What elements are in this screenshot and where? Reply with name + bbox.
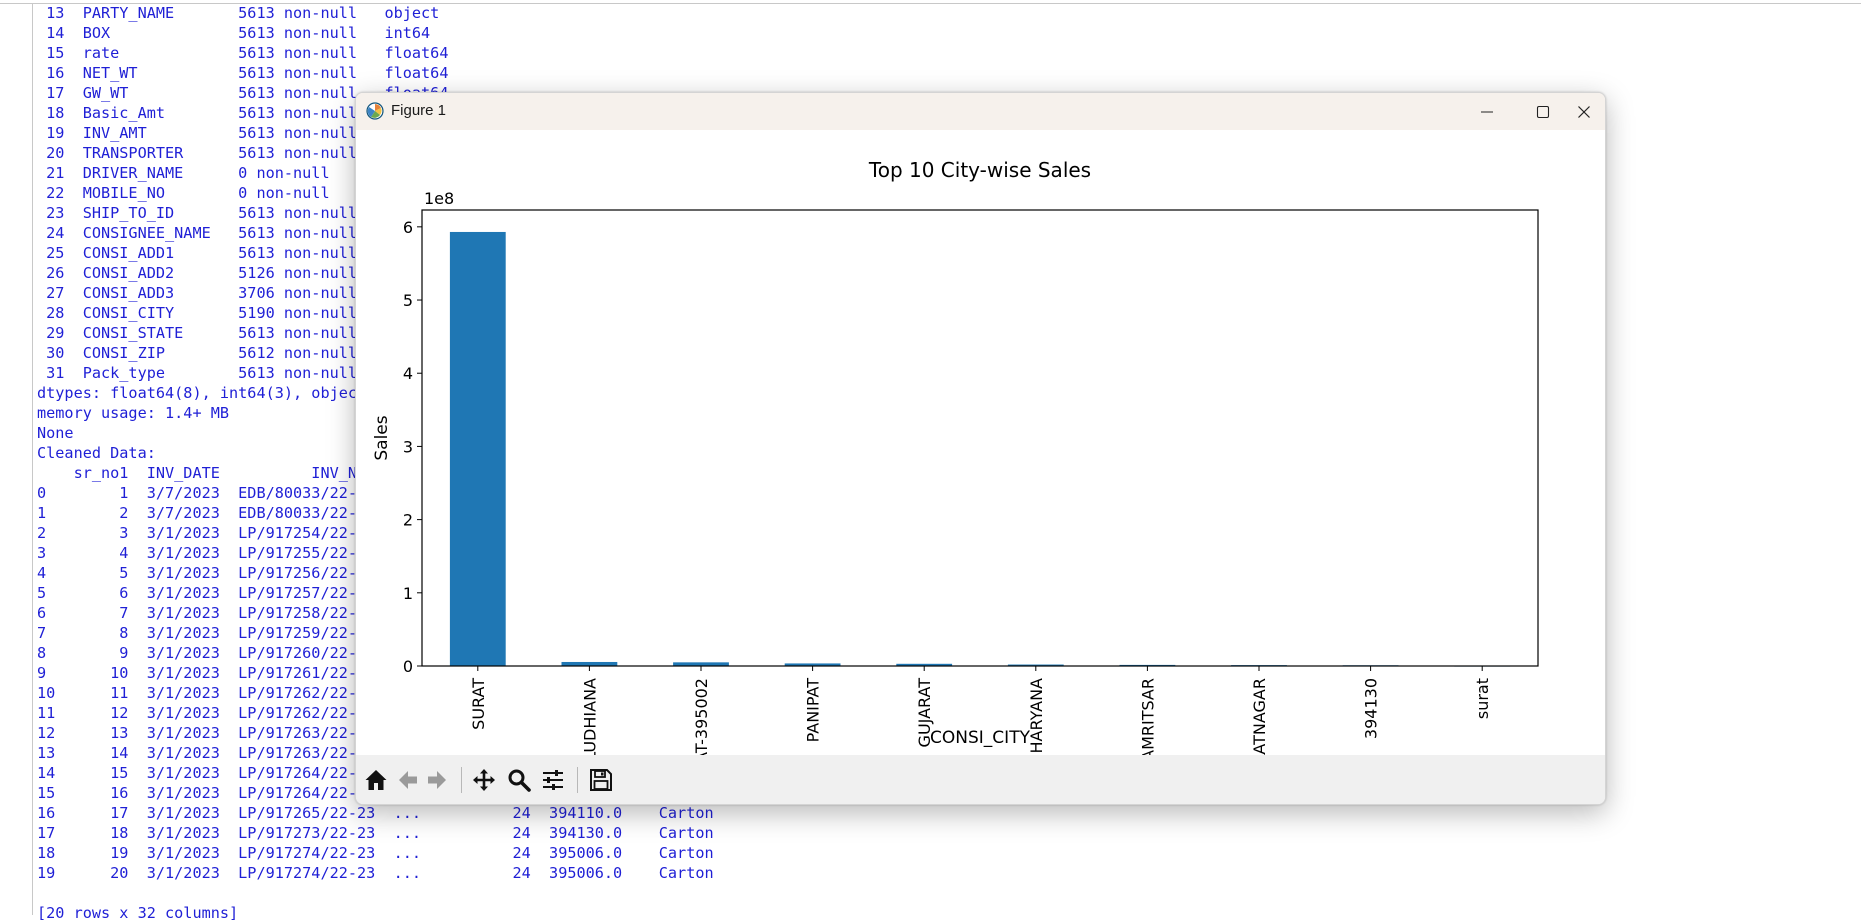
y-tick-label: 2 bbox=[403, 511, 413, 530]
minimize-icon bbox=[1481, 111, 1493, 113]
y-tick-label: 5 bbox=[403, 291, 413, 310]
console-line: 19 20 3/1/2023 LP/917274/22-23 ... 24 39… bbox=[37, 864, 714, 882]
console-line: memory usage: 1.4+ MB bbox=[37, 404, 230, 422]
bar-chart: Top 10 City-wise Sales 1e8 SURAT LUDHIANA SU… bbox=[372, 158, 1539, 755]
x-tick-label: SURAT bbox=[469, 678, 488, 730]
console-line: Cleaned Data: bbox=[37, 444, 156, 462]
maximize-icon bbox=[1536, 105, 1550, 119]
console-top-border bbox=[0, 3, 1861, 4]
chart-title: Top 10 City-wise Sales bbox=[868, 158, 1091, 182]
bar-panipat bbox=[784, 663, 841, 666]
axes-frame bbox=[421, 209, 1539, 667]
console-line: None bbox=[37, 424, 74, 442]
home-icon bbox=[365, 770, 387, 790]
x-tick-label: 394130 bbox=[1362, 678, 1381, 739]
forward-button[interactable] bbox=[422, 765, 452, 795]
save-icon bbox=[590, 769, 612, 791]
x-tick-label: PANIPAT bbox=[804, 678, 823, 743]
y-tick-label: 6 bbox=[403, 218, 413, 237]
zoom-button[interactable] bbox=[504, 765, 534, 795]
x-tick-label: HARYANA bbox=[1027, 678, 1046, 754]
x-tick-label: surat bbox=[1473, 678, 1492, 719]
save-button[interactable] bbox=[586, 765, 616, 795]
y-tick-label: 3 bbox=[403, 437, 413, 456]
console-left-border bbox=[32, 3, 33, 915]
console-line: 17 18 3/1/2023 LP/917273/22-23 ... 24 39… bbox=[37, 824, 714, 842]
console-line: [20 rows x 32 columns] bbox=[37, 904, 239, 922]
close-icon bbox=[1578, 106, 1590, 118]
back-button[interactable] bbox=[393, 765, 423, 795]
back-arrow-icon bbox=[399, 771, 417, 789]
minimize-button[interactable] bbox=[1459, 93, 1515, 130]
window-titlebar[interactable]: Figure 1 bbox=[356, 93, 1605, 130]
console-line: 14 BOX 5613 non-null int64 bbox=[37, 24, 431, 42]
figure-window[interactable]: Figure 1 Top 10 City-wise Sales 1e8 SURAT L… bbox=[355, 92, 1606, 805]
console-line: 16 17 3/1/2023 LP/917265/22-23 ... 24 39… bbox=[37, 804, 714, 822]
y-axis-label: Sales bbox=[372, 415, 392, 460]
x-tick-label: LUDHIANA bbox=[580, 678, 599, 755]
bar-ludhiana bbox=[561, 661, 618, 666]
toolbar-separator bbox=[461, 767, 462, 793]
x-tick-label: SURAT-395002 bbox=[692, 678, 711, 755]
x-tick-label: BIRATNAGAR bbox=[1250, 678, 1269, 755]
pan-button[interactable] bbox=[469, 765, 499, 795]
y-tick-label: 4 bbox=[403, 364, 413, 383]
console-line: 13 PARTY_NAME 5613 non-null object bbox=[37, 4, 440, 22]
console-line: 15 rate 5613 non-null float64 bbox=[37, 44, 449, 62]
matplotlib-icon bbox=[366, 102, 384, 120]
close-button[interactable] bbox=[1571, 93, 1605, 130]
y-tick-label: 1 bbox=[403, 584, 413, 603]
zoom-icon bbox=[508, 769, 531, 792]
console-line: 16 NET_WT 5613 non-null float64 bbox=[37, 64, 449, 82]
bar-gujarat bbox=[896, 663, 953, 666]
bar-haryana bbox=[1007, 664, 1064, 666]
configure-subplots-icon bbox=[543, 770, 563, 790]
pan-icon bbox=[473, 769, 495, 791]
bar-surat bbox=[449, 231, 506, 667]
console-line: 18 19 3/1/2023 LP/917274/22-23 ... 24 39… bbox=[37, 844, 714, 862]
console-line bbox=[37, 883, 714, 903]
toolbar-separator bbox=[577, 767, 578, 793]
forward-arrow-icon bbox=[428, 771, 446, 789]
navigation-toolbar bbox=[356, 755, 1605, 804]
configure-subplots-button[interactable] bbox=[538, 765, 568, 795]
x-tick-label: GUJARAT bbox=[915, 678, 934, 748]
plot-canvas[interactable]: Top 10 City-wise Sales 1e8 SURAT LUDHIANA SU… bbox=[356, 130, 1605, 755]
window-title: Figure 1 bbox=[391, 102, 447, 119]
home-button[interactable] bbox=[361, 765, 391, 795]
bar-surat-395002 bbox=[673, 662, 729, 666]
maximize-button[interactable] bbox=[1515, 93, 1571, 130]
y-offset-label: 1e8 bbox=[424, 189, 454, 208]
y-tick-label: 0 bbox=[403, 657, 413, 676]
x-axis-label: CONSI_CITY bbox=[930, 728, 1031, 748]
x-tick-label: AMRITSAR bbox=[1138, 678, 1157, 755]
